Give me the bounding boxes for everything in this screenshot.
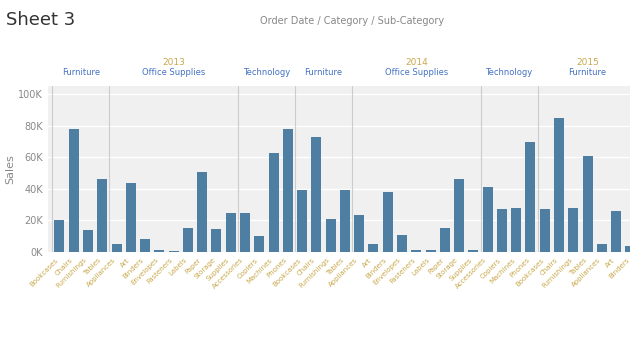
Bar (168, 251, 179, 252)
Bar (297, 190, 307, 252)
Text: Office Supplies: Office Supplies (385, 68, 448, 77)
Bar (154, 249, 164, 252)
Bar (312, 137, 321, 252)
Bar (597, 244, 607, 252)
Bar (568, 208, 579, 252)
Bar (126, 183, 136, 252)
Bar (111, 244, 122, 252)
Bar (540, 210, 550, 252)
Bar (340, 190, 350, 252)
Bar (83, 230, 93, 252)
Text: Furniture: Furniture (62, 68, 100, 77)
Bar (497, 210, 507, 252)
Bar (483, 187, 493, 252)
Y-axis label: Sales: Sales (6, 154, 15, 184)
Bar (140, 239, 150, 252)
Bar (283, 129, 293, 252)
Bar (240, 212, 250, 252)
Bar (354, 215, 364, 252)
Text: 2013: 2013 (162, 58, 185, 67)
Bar (611, 211, 621, 252)
Text: Order Date / Category / Sub-Category: Order Date / Category / Sub-Category (260, 16, 444, 26)
Bar (525, 141, 536, 252)
Bar (269, 153, 278, 252)
Text: Furniture: Furniture (305, 68, 342, 77)
Text: Office Supplies: Office Supplies (142, 68, 205, 77)
Bar (197, 172, 207, 252)
Bar (582, 156, 593, 252)
Bar (440, 228, 450, 252)
Text: 2014: 2014 (405, 58, 428, 67)
Bar (183, 228, 193, 252)
Bar (554, 118, 564, 252)
Bar (326, 219, 335, 252)
Bar (454, 179, 464, 252)
Bar (412, 249, 421, 252)
Bar (226, 212, 236, 252)
Text: Sheet 3: Sheet 3 (6, 11, 76, 29)
Bar (54, 220, 65, 252)
Bar (211, 229, 221, 252)
Bar (383, 192, 393, 252)
Bar (397, 235, 407, 252)
Bar (426, 251, 436, 252)
Bar (68, 129, 79, 252)
Text: Furniture: Furniture (568, 68, 607, 77)
Bar (254, 236, 264, 252)
Text: Technology: Technology (486, 68, 532, 77)
Bar (625, 247, 636, 252)
Bar (511, 208, 521, 252)
Text: Technology: Technology (243, 68, 290, 77)
Bar (468, 251, 478, 252)
Bar (369, 244, 378, 252)
Bar (97, 179, 108, 252)
Text: 2015: 2015 (576, 58, 599, 67)
